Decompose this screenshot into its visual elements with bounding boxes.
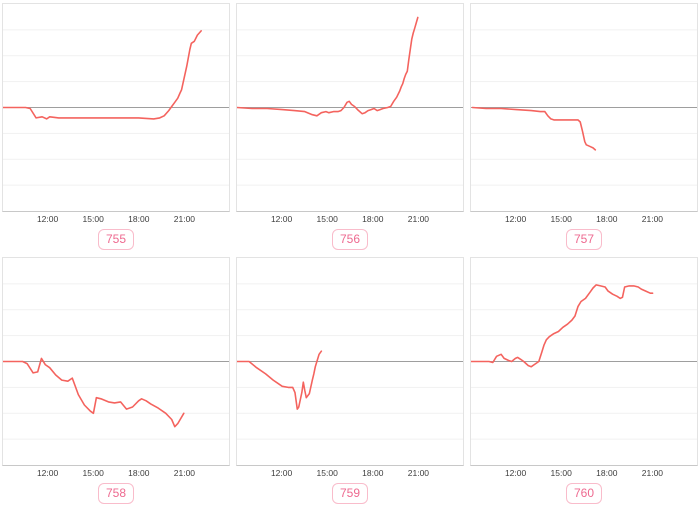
x-tick-label: 15:00 [550, 214, 572, 224]
series-line [3, 30, 202, 120]
x-tick-label: 12:00 [36, 214, 59, 224]
series-line [237, 350, 323, 410]
chart-badge[interactable]: 758 [97, 483, 135, 504]
x-tick-label: 18:00 [362, 214, 384, 224]
badge-row: 755 [2, 225, 230, 250]
x-tick-label: 21:00 [173, 214, 196, 224]
x-axis-labels: 12:00 15:00 18:00 21:00 [470, 213, 698, 225]
badge-row: 756 [236, 225, 464, 250]
x-tick-label: 12:00 [270, 468, 293, 478]
badge-row: 758 [2, 479, 230, 504]
x-tick-label: 12:00 [504, 214, 527, 224]
series-line [3, 357, 185, 428]
chart-canvas [3, 29, 229, 186]
x-axis-labels: 12:00 15:00 18:00 21:00 [236, 467, 464, 479]
chart-badge[interactable]: 757 [565, 229, 603, 250]
x-tick-label: 21:00 [173, 468, 196, 478]
x-tick-label: 21:00 [641, 214, 664, 224]
chart-badge[interactable]: 756 [331, 229, 369, 250]
series-line [237, 16, 419, 117]
series-line [471, 284, 654, 368]
badge-row: 759 [236, 479, 464, 504]
x-tick-label: 18:00 [128, 214, 150, 224]
x-tick-label: 15:00 [316, 468, 338, 478]
chart-canvas [237, 16, 463, 186]
chart-panel [236, 3, 464, 212]
x-axis-labels: 12:00 15:00 18:00 21:00 [236, 213, 464, 225]
x-tick-label: 18:00 [128, 468, 150, 478]
chart-canvas [471, 283, 697, 440]
x-tick-label: 12:00 [36, 468, 59, 478]
chart-canvas [237, 283, 463, 440]
badge-row: 760 [470, 479, 698, 504]
x-axis-labels: 12:00 15:00 18:00 21:00 [2, 213, 230, 225]
chart-canvas [3, 283, 229, 440]
x-tick-label: 21:00 [407, 468, 430, 478]
x-tick-label: 12:00 [504, 468, 527, 478]
chart-panel [236, 257, 464, 466]
badge-row: 757 [470, 225, 698, 250]
x-tick-label: 18:00 [596, 214, 618, 224]
chart-panel [2, 3, 230, 212]
chart-badge[interactable]: 755 [97, 229, 135, 250]
x-tick-label: 15:00 [82, 468, 104, 478]
x-axis-labels: 12:00 15:00 18:00 21:00 [470, 467, 698, 479]
chart-panel [470, 257, 698, 466]
series-line [471, 106, 597, 151]
x-tick-label: 21:00 [407, 214, 430, 224]
chart-panel [470, 3, 698, 212]
chart-panel [2, 257, 230, 466]
x-tick-label: 15:00 [82, 214, 104, 224]
x-tick-label: 21:00 [641, 468, 664, 478]
chart-badge[interactable]: 759 [331, 483, 369, 504]
x-tick-label: 15:00 [316, 214, 338, 224]
x-tick-label: 18:00 [362, 468, 384, 478]
x-tick-label: 12:00 [270, 214, 293, 224]
x-axis-labels: 12:00 15:00 18:00 21:00 [2, 467, 230, 479]
chart-canvas [471, 29, 697, 186]
chart-badge[interactable]: 760 [565, 483, 603, 504]
x-tick-label: 18:00 [596, 468, 618, 478]
x-tick-label: 15:00 [550, 468, 572, 478]
